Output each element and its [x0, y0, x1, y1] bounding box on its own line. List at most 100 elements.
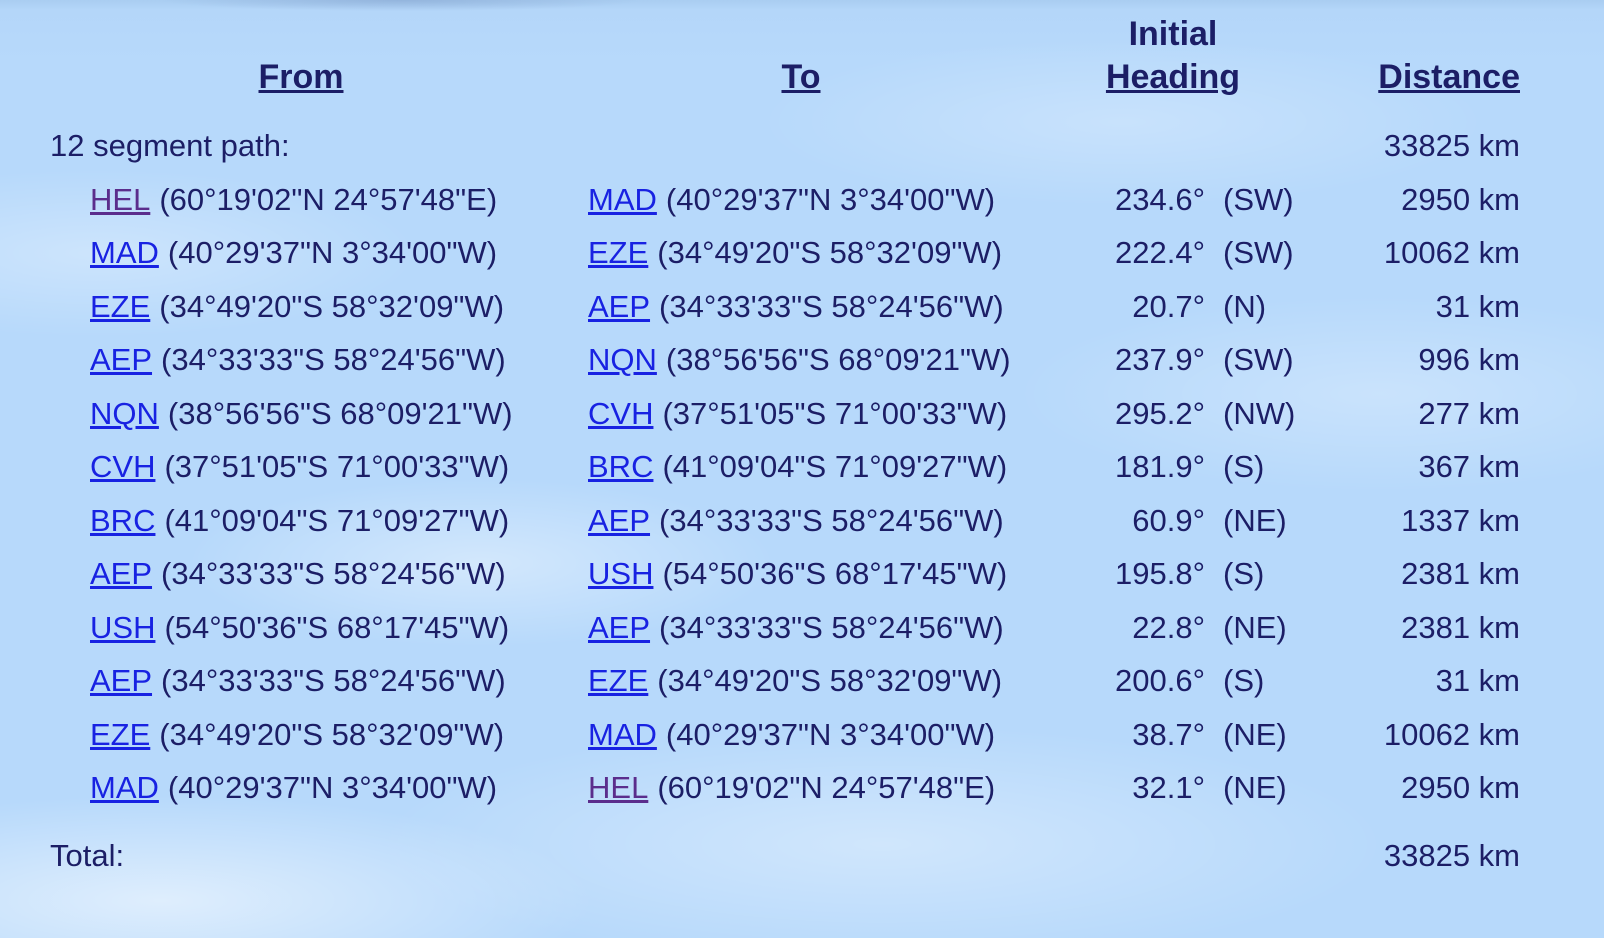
initial-heading-compass: (S): [1223, 449, 1265, 484]
from-airport-link[interactable]: BRC: [90, 502, 156, 538]
to-cell: AEP (34°33'33"S 58°24'56"W): [588, 280, 1040, 334]
from-coordinates: (40°29'37"N 3°34'00"W): [167, 235, 498, 270]
to-airport-link[interactable]: MAD: [588, 716, 657, 752]
segment-distance: 1337 km: [1401, 502, 1520, 538]
segment-row: USH (54°50'36"S 68°17'45"W) AEP (34°33'33"…: [50, 601, 1604, 655]
to-airport-link[interactable]: AEP: [588, 288, 651, 324]
from-airport-link[interactable]: EZE: [90, 716, 151, 752]
segment-distance: 10062 km: [1383, 235, 1520, 270]
from-airport-link[interactable]: AEP: [90, 663, 153, 698]
from-cell: BRC (41°09'04"S 71°09'27"W): [90, 494, 588, 548]
initial-heading-degrees: 200.6°: [1115, 663, 1205, 698]
from-coordinates: (34°33'33"S 58°24'56"W): [161, 663, 506, 698]
to-cell: MAD (40°29'37"N 3°34'00"W): [588, 173, 1040, 227]
segment-row: MAD (40°29'37"N 3°34'00"W) HEL (60°19'02"N…: [50, 761, 1604, 815]
initial-heading-degrees: 20.7°: [1132, 288, 1205, 324]
summary-distance: 33825 km: [1383, 128, 1520, 163]
from-coordinates: (38°56'56"S 68°09'21"W): [167, 395, 513, 431]
summary-row: 12 segment path: 33825 km: [50, 119, 1604, 173]
from-cell: AEP (34°33'33"S 58°24'56"W): [90, 547, 588, 601]
segment-row: HEL (60°19'02"N 24°57'48"E) MAD (40°29'37"…: [50, 173, 1604, 227]
from-coordinates: (34°49'20"S 58°32'09"W): [159, 288, 505, 324]
to-coordinates: (38°56'56"S 68°09'21"W): [665, 342, 1011, 377]
initial-heading-compass: (SW): [1223, 342, 1294, 377]
segment-row: CVH (37°51'05"S 71°00'33"W) BRC (41°09'04"…: [50, 440, 1604, 494]
from-coordinates: (37°51'05"S 71°00'33"W): [164, 449, 510, 484]
from-cell: EZE (34°49'20"S 58°32'09"W): [90, 708, 588, 762]
from-cell: AEP (34°33'33"S 58°24'56"W): [90, 654, 588, 708]
to-airport-link[interactable]: EZE: [588, 663, 649, 698]
to-airport-link[interactable]: NQN: [588, 342, 657, 377]
to-airport-link[interactable]: HEL: [588, 770, 649, 805]
initial-heading-compass: (NE): [1223, 716, 1287, 752]
from-airport-link[interactable]: HEL: [90, 181, 151, 217]
table-body: 12 segment path: 33825 km HEL (60°19'02"N…: [50, 119, 1604, 815]
to-coordinates: (40°29'37"N 3°34'00"W): [665, 181, 996, 217]
path-table: Initial From To Heading Distance 12 segm…: [50, 0, 1604, 873]
column-header-to: To: [781, 58, 821, 96]
column-header-distance: Distance: [1378, 58, 1520, 96]
segment-distance: 2381 km: [1401, 556, 1520, 591]
to-airport-link[interactable]: BRC: [588, 449, 654, 484]
total-label: Total:: [50, 837, 125, 873]
to-airport-link[interactable]: USH: [588, 556, 654, 591]
segment-row: EZE (34°49'20"S 58°32'09"W) AEP (34°33'33"…: [50, 280, 1604, 334]
from-cell: USH (54°50'36"S 68°17'45"W): [90, 601, 588, 655]
to-cell: EZE (34°49'20"S 58°32'09"W): [588, 654, 1040, 708]
from-airport-link[interactable]: MAD: [90, 235, 159, 270]
initial-heading-compass: (NE): [1223, 770, 1287, 805]
initial-heading-compass: (SW): [1223, 181, 1294, 217]
to-airport-link[interactable]: MAD: [588, 181, 657, 217]
to-airport-link[interactable]: AEP: [588, 609, 651, 645]
initial-heading-degrees: 295.2°: [1115, 395, 1205, 431]
from-coordinates: (41°09'04"S 71°09'27"W): [164, 502, 510, 538]
to-coordinates: (37°51'05"S 71°00'33"W): [662, 395, 1008, 431]
initial-heading-compass: (NE): [1223, 609, 1287, 645]
from-airport-link[interactable]: EZE: [90, 288, 151, 324]
from-cell: MAD (40°29'37"N 3°34'00"W): [90, 226, 588, 280]
from-airport-link[interactable]: AEP: [90, 556, 153, 591]
from-airport-link[interactable]: NQN: [90, 395, 159, 431]
from-coordinates: (34°33'33"S 58°24'56"W): [161, 342, 506, 377]
to-cell: MAD (40°29'37"N 3°34'00"W): [588, 708, 1040, 762]
segment-distance: 277 km: [1418, 395, 1520, 431]
initial-heading-degrees: 60.9°: [1132, 502, 1205, 538]
from-cell: HEL (60°19'02"N 24°57'48"E): [90, 173, 588, 227]
initial-heading-degrees: 32.1°: [1132, 770, 1205, 805]
table-header: Initial From To Heading Distance: [50, 0, 1604, 106]
from-coordinates: (60°19'02"N 24°57'48"E): [159, 181, 498, 217]
segment-distance: 2950 km: [1401, 181, 1520, 217]
from-cell: EZE (34°49'20"S 58°32'09"W): [90, 280, 588, 334]
initial-heading-compass: (SW): [1223, 235, 1294, 270]
column-header-from: From: [258, 58, 344, 96]
to-coordinates: (34°49'20"S 58°32'09"W): [657, 235, 1003, 270]
to-cell: BRC (41°09'04"S 71°09'27"W): [588, 440, 1040, 494]
to-coordinates: (54°50'36"S 68°17'45"W): [662, 556, 1008, 591]
segment-row: AEP (34°33'33"S 58°24'56"W) EZE (34°49'20"…: [50, 654, 1604, 708]
segment-row: AEP (34°33'33"S 58°24'56"W) NQN (38°56'56"…: [50, 333, 1604, 387]
initial-heading-compass: (NE): [1223, 502, 1287, 538]
to-cell: EZE (34°49'20"S 58°32'09"W): [588, 226, 1040, 280]
from-coordinates: (54°50'36"S 68°17'45"W): [164, 609, 510, 645]
to-cell: AEP (34°33'33"S 58°24'56"W): [588, 601, 1040, 655]
segment-distance: 31 km: [1435, 663, 1520, 698]
to-airport-link[interactable]: AEP: [588, 502, 651, 538]
initial-heading-compass: (N): [1223, 288, 1267, 324]
from-cell: MAD (40°29'37"N 3°34'00"W): [90, 761, 588, 815]
from-airport-link[interactable]: CVH: [90, 449, 156, 484]
to-airport-link[interactable]: EZE: [588, 235, 649, 270]
total-distance: 33825 km: [1383, 837, 1520, 873]
from-airport-link[interactable]: MAD: [90, 770, 159, 805]
to-cell: HEL (60°19'02"N 24°57'48"E): [588, 761, 1040, 815]
to-coordinates: (34°49'20"S 58°32'09"W): [657, 663, 1003, 698]
to-airport-link[interactable]: CVH: [588, 395, 654, 431]
to-cell: NQN (38°56'56"S 68°09'21"W): [588, 333, 1040, 387]
from-airport-link[interactable]: USH: [90, 609, 156, 645]
initial-heading-degrees: 38.7°: [1132, 716, 1205, 752]
to-cell: AEP (34°33'33"S 58°24'56"W): [588, 494, 1040, 548]
from-coordinates: (40°29'37"N 3°34'00"W): [167, 770, 498, 805]
from-airport-link[interactable]: AEP: [90, 342, 153, 377]
segment-distance: 996 km: [1418, 342, 1520, 377]
to-coordinates: (34°33'33"S 58°24'56"W): [659, 609, 1004, 645]
